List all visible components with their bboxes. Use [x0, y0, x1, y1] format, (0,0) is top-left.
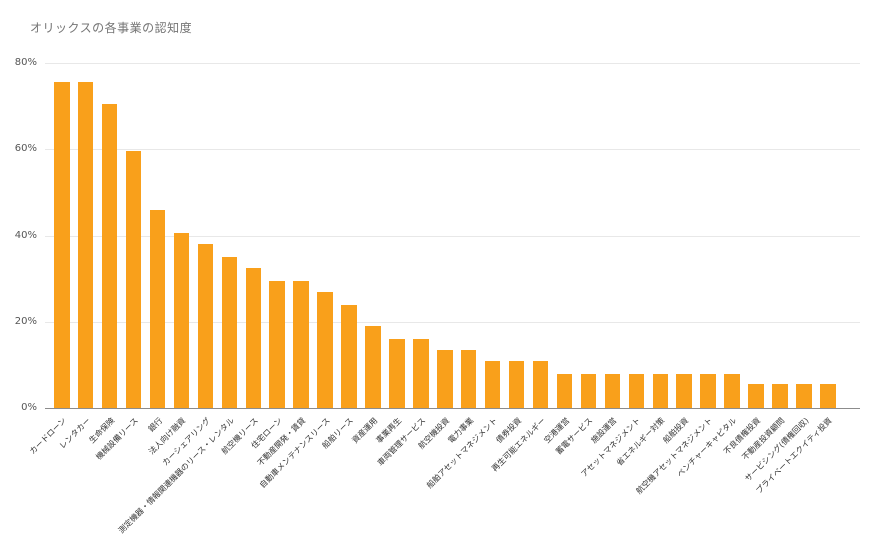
bar — [341, 304, 357, 408]
bar — [317, 291, 333, 408]
plot-area — [45, 63, 860, 409]
gridline — [45, 149, 860, 151]
x-tick-label: 測定機器・情報関連機器のリース・レンタル — [116, 416, 236, 536]
x-tick-label: カードローン — [28, 416, 69, 457]
x-tick-label: 機械設備リース — [94, 416, 140, 462]
y-tick-label: 60% — [14, 143, 37, 155]
bar — [269, 280, 285, 408]
bar — [652, 373, 668, 408]
bar — [54, 82, 70, 408]
bar — [389, 339, 405, 408]
y-axis: 0% 20% 40% 60% 80% — [0, 58, 40, 413]
y-tick-label: 40% — [14, 229, 37, 241]
bar — [125, 151, 142, 408]
bar — [77, 82, 94, 408]
gridline — [45, 235, 860, 237]
bar — [700, 373, 716, 408]
bar — [772, 384, 788, 408]
x-axis: カードローン レンタカー 生命保険 機械設備リース 銀行 法人向け融資 カーシェアリング 測定… — [28, 413, 860, 536]
bar — [101, 103, 118, 408]
bar — [221, 257, 238, 408]
bar — [556, 373, 573, 408]
x-tick-label: 資産運用 — [350, 416, 380, 445]
y-tick-label: 80% — [14, 57, 37, 68]
bar — [604, 373, 621, 408]
gridline — [45, 321, 860, 323]
bar — [437, 349, 453, 408]
chart-title: オリックスの各事業の認知度 — [30, 21, 193, 35]
bar — [748, 384, 764, 408]
bar — [532, 360, 549, 408]
bar — [173, 233, 190, 408]
x-axis-line — [45, 408, 860, 409]
bar — [149, 209, 166, 408]
bar — [580, 373, 597, 408]
y-tick-label: 0% — [21, 402, 37, 413]
bar — [460, 349, 477, 408]
bar — [796, 384, 812, 408]
gridline — [45, 63, 860, 64]
bar — [676, 373, 692, 408]
x-tick-label: 銀行 — [146, 416, 164, 434]
bar — [365, 326, 381, 408]
bar — [820, 384, 836, 408]
bar — [197, 244, 214, 408]
y-tick-label: 20% — [14, 315, 37, 327]
bar — [628, 373, 645, 408]
bar — [484, 360, 501, 408]
bar — [508, 360, 525, 408]
bar — [413, 339, 429, 408]
bar — [724, 373, 740, 408]
bar — [293, 280, 309, 408]
bar — [245, 267, 262, 408]
